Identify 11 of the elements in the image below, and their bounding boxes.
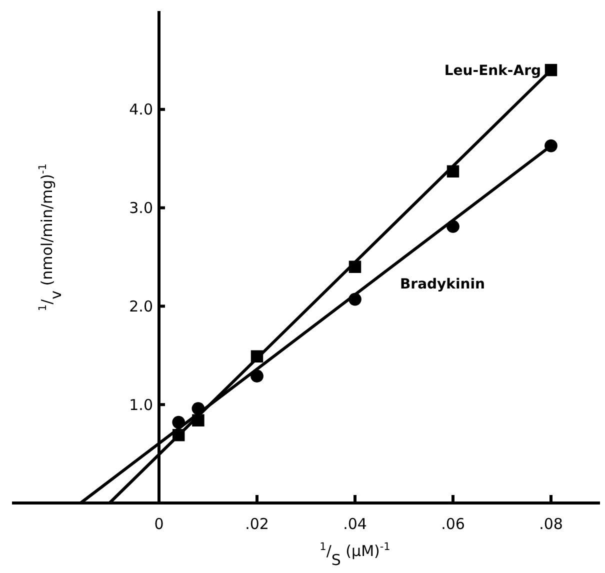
series-label: Leu-Enk-Arg — [444, 62, 541, 79]
x-tick-label: .08 — [539, 515, 563, 533]
x-tick-label: .04 — [343, 515, 367, 533]
y-tick-label: 1.0 — [129, 396, 153, 414]
text: Bradykinin — [400, 276, 486, 292]
x-tick-label: .06 — [441, 515, 465, 533]
y-tick-label: 2.0 — [129, 297, 153, 316]
x-tick-label: .02 — [245, 515, 269, 533]
x-tick-label: 0 — [154, 515, 164, 533]
y-tick-label: 4.0 — [129, 100, 153, 119]
y-tick-label: 3.0 — [129, 199, 153, 218]
